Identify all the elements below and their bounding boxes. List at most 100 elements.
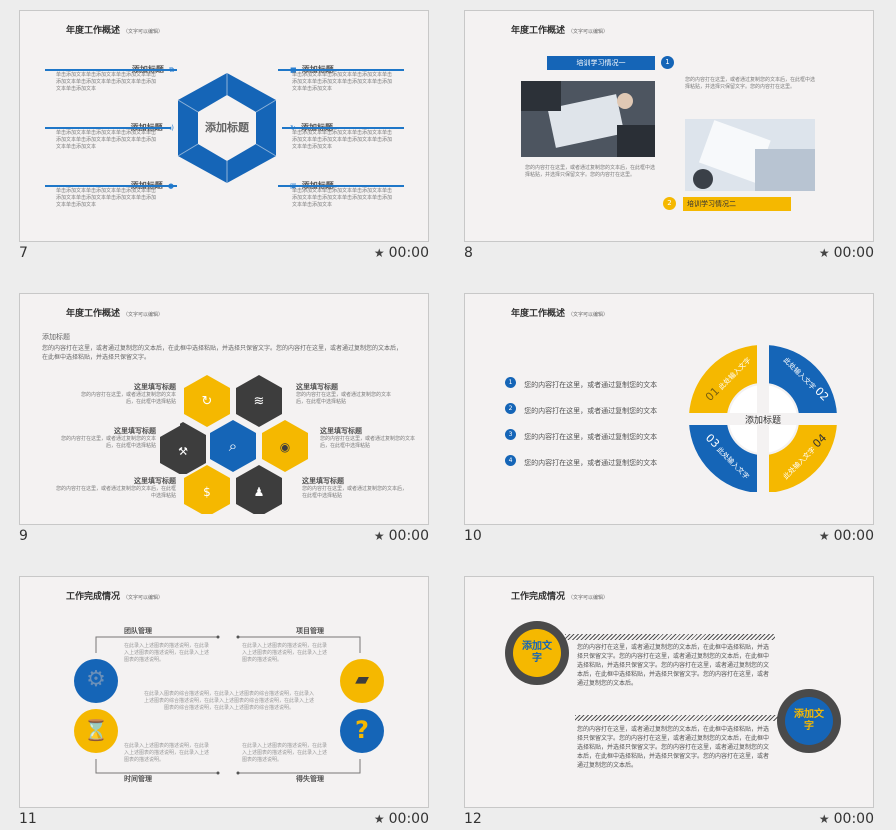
documents-photo: [685, 119, 815, 191]
star-icon: ★: [373, 246, 385, 260]
circle-badge-1: 添加文字: [513, 629, 561, 677]
hexagon-diagram: [177, 73, 277, 183]
divider-line: [45, 185, 177, 187]
slide-title: 年度工作概述 （文字可以编辑）: [511, 26, 609, 36]
slide-number: 11: [19, 811, 37, 827]
slide-10[interactable]: 年度工作概述 （文字可以编辑） 1 您的内容打在这里，或者通过复制您的文本 2 您…: [464, 293, 874, 525]
desc-text: 在此录入上述图表的描述说明，在此录入上述图表的描述说明，在此录入上述图表的描述说…: [124, 743, 210, 763]
intro-text: 您的内容打在这里，或者通过复制您的文本后，在此框中选择粘贴，并选择只保留文字。您…: [42, 345, 403, 361]
desc-text: 在此录入上述图表的描述说明，在此录入上述图表的描述说明，在此录入上述图表的描述说…: [124, 643, 210, 663]
item-text: 单击添加文本单击添加文本单击添加文本单击添加文本单击添加文本单击添加文本单击添加…: [292, 72, 393, 92]
item-text: 您的内容打在这里，或者通过复制您的文本后，在此框中选择粘贴: [302, 486, 408, 499]
item-text: 您的内容打在这里，或者通过复制您的文本后，在此框中选择粘贴: [60, 436, 156, 449]
ring-center-title: 添加标题: [744, 416, 781, 426]
item-text: 单击添加文本单击添加文本单击添加文本单击添加文本单击添加文本单击添加文本单击添加…: [56, 188, 157, 208]
slide-number: 7: [19, 245, 28, 261]
slide-timer[interactable]: ★ 00:00: [818, 811, 874, 827]
divider-line: [45, 69, 177, 71]
circle-badge-2: 添加文字: [785, 697, 833, 745]
slide-title: 年度工作概述 （文字可以编辑）: [511, 309, 609, 319]
svg-text:≋: ≋: [254, 394, 265, 409]
star-icon: ★: [818, 529, 830, 543]
text-block-2: 您的内容打在这里，或者通过复制您的文本后，在此框中选择粘贴，并选择只保留文字。您…: [577, 726, 770, 769]
svg-text:↻: ↻: [202, 394, 213, 409]
list-item: 2 您的内容打在这里，或者通过复制您的文本: [505, 398, 657, 417]
svg-text:$: $: [203, 485, 211, 499]
divider-line: [278, 69, 404, 71]
label-team: 团队管理: [124, 627, 152, 635]
slide-11[interactable]: 工作完成情况 （文字可以编辑） ⚙ ⌛ ▰ ? 团队管理 项目管理 时间管理 得失…: [19, 576, 429, 808]
item-text: 单击添加文本单击添加文本单击添加文本单击添加文本单击添加文本单击添加文本单击添加…: [56, 72, 157, 92]
item-text: 单击添加文本单击添加文本单击添加文本单击添加文本单击添加文本单击添加文本单击添加…: [292, 188, 393, 208]
slide-12[interactable]: 工作完成情况 （文字可以编辑） 添加文字 您的内容打在这里，或者通过复制您的文本后…: [464, 576, 874, 808]
section-heading: 添加标题: [42, 333, 70, 341]
item-title: 这里填写标题: [296, 383, 338, 391]
hatch-bar: [565, 634, 775, 640]
item-text: 单击添加文本单击添加文本单击添加文本单击添加文本单击添加文本单击添加文本单击添加…: [56, 130, 157, 150]
slide-9[interactable]: 年度工作概述 （文字可以编辑） 添加标题 您的内容打在这里，或者通过复制您的文本后…: [19, 293, 429, 525]
desc-text: 在此录入上述图表的描述说明，在此录入上述图表的描述说明，在此录入上述图表的描述说…: [242, 643, 328, 663]
divider-line: [45, 127, 171, 129]
item-text: 您的内容打在这里，或者通过复制您的文本后，在此框中选择粘贴: [55, 486, 176, 499]
hexagon-grid: ↻ ≋ ⌕ ◉ $ ♟: [180, 375, 308, 514]
label-time: 时间管理: [124, 775, 152, 783]
list-item: 1 您的内容打在这里，或者通过复制您的文本: [505, 372, 657, 391]
star-icon: ★: [818, 812, 830, 826]
tools-hexagon: ⚒: [160, 424, 206, 474]
hexagon-center-title: 添加标题: [205, 121, 249, 134]
item-title: 这里填写标题: [320, 427, 362, 435]
text-block-1: 您的内容打在这里，或者通过复制您的文本后，在此框中选择粘贴，并选择只保留文字。您…: [577, 644, 770, 687]
desc-text: 在此录入上述图表的描述说明，在此录入上述图表的描述说明，在此录入上述图表的描述说…: [242, 743, 328, 763]
badge-1: 1: [661, 56, 674, 69]
text-block-1: 您的内容打在这里，或者通过复制您的文本后，在此框中选择粘贴，并选择只保留文字。您…: [525, 165, 656, 178]
list-item: 3 您的内容打在这里，或者通过复制您的文本: [505, 424, 657, 443]
item-text: 单击添加文本单击添加文本单击添加文本单击添加文本单击添加文本单击添加文本单击添加…: [292, 130, 393, 150]
briefcase-icon: ▰: [340, 659, 384, 703]
label-training-1: 培训学习情况一: [547, 56, 655, 70]
item-text: 您的内容打在这里，或者通过复制您的文本后，在此框中选择粘贴: [320, 436, 416, 449]
item-title: 这里填写标题: [302, 477, 344, 485]
slide-title: 工作完成情况 （文字可以编辑）: [66, 592, 164, 602]
list-item: 4 您的内容打在这里，或者通过复制您的文本: [505, 450, 657, 469]
star-icon: ★: [373, 529, 385, 543]
item-title: 这里填写标题: [134, 383, 176, 391]
label-gains-losses: 得失管理: [296, 775, 324, 783]
star-icon: ★: [373, 812, 385, 826]
hourglass-icon: ⌛: [74, 709, 118, 753]
item-title: 这里填写标题: [114, 427, 156, 435]
text-block-2: 您的内容打在这里，或者通过复制您的文本后，在此框中选择粘贴，并选择只保留文字。您…: [685, 77, 816, 90]
slide-title: 年度工作概述 （文字可以编辑）: [66, 26, 164, 36]
slide-timer[interactable]: ★ 00:00: [818, 245, 874, 261]
svg-text:⌕: ⌕: [229, 437, 237, 455]
svg-text:♟: ♟: [254, 485, 265, 499]
center-desc: 在此录入图表的综合描述说明，在此录入上述图表的综合描述说明，在此录入上述图表的综…: [144, 691, 315, 711]
item-text: 您的内容打在这里，或者通过复制您的文本后，在此框中选择粘贴: [296, 392, 392, 405]
slide-title: 工作完成情况 （文字可以编辑）: [511, 592, 609, 602]
star-icon: ★: [818, 246, 830, 260]
slide-number: 8: [464, 245, 473, 261]
slide-timer[interactable]: ★ 00:00: [373, 811, 429, 827]
slide-timer[interactable]: ★ 00:00: [373, 245, 429, 261]
slide-8[interactable]: 年度工作概述 （文字可以编辑） 培训学习情况一 1 您的内容打在这里，或者通过复制…: [464, 10, 874, 242]
divider-line: [282, 127, 404, 129]
slide-timer[interactable]: ★ 00:00: [818, 528, 874, 544]
badge-2: 2: [663, 197, 676, 210]
item-text: 您的内容打在这里，或者通过复制您的文本后，在此框中选择粘贴: [80, 392, 176, 405]
meeting-photo: [521, 81, 655, 157]
svg-text:◉: ◉: [280, 440, 290, 454]
slide-number: 10: [464, 528, 482, 544]
label-training-2: 培训学习情况二: [683, 197, 791, 211]
slide-title: 年度工作概述 （文字可以编辑）: [66, 309, 164, 319]
gears-icon: ⚙: [74, 659, 118, 703]
label-project: 项目管理: [296, 627, 324, 635]
slide-timer[interactable]: ★ 00:00: [373, 528, 429, 544]
slide-number: 9: [19, 528, 28, 544]
item-title: 这里填写标题: [134, 477, 176, 485]
question-icon: ?: [340, 709, 384, 753]
slide-7[interactable]: 年度工作概述（文字可以编辑） 添加标题 添加标题 ⧉ 单击添加文本单击添加文本单…: [19, 10, 429, 242]
slide-number: 12: [464, 811, 482, 827]
hatch-bar: [575, 715, 785, 721]
ring-diagram: [685, 342, 841, 492]
divider-line: [278, 185, 404, 187]
svg-text:⚒: ⚒: [178, 445, 188, 458]
